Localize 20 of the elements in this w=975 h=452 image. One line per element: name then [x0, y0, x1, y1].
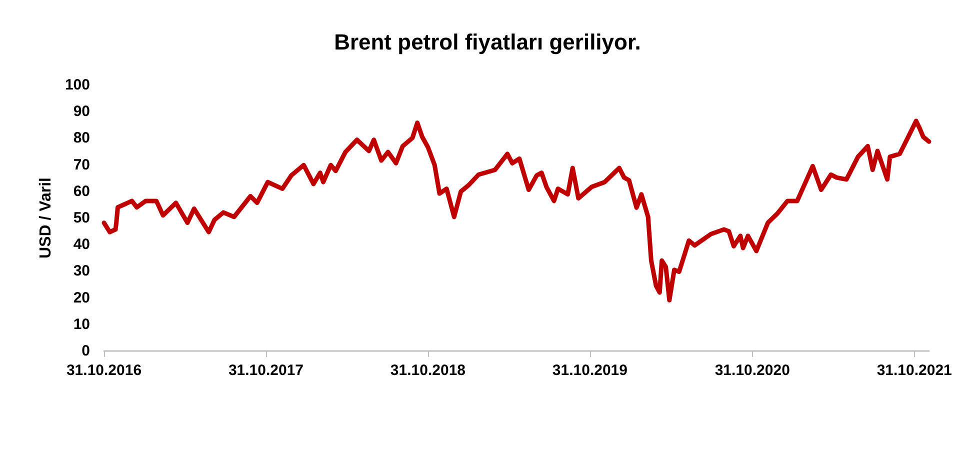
x-tick-label: 31.10.2018 — [390, 362, 466, 379]
x-tick-label: 31.10.2017 — [228, 362, 304, 379]
y-tick-label: 50 — [73, 210, 90, 226]
y-tick-label: 40 — [73, 236, 90, 254]
x-tick-label: 31.10.2016 — [66, 362, 142, 379]
y-tick-label: 20 — [73, 289, 90, 306]
y-tick-label: 60 — [73, 182, 90, 200]
y-tick-label: 30 — [73, 262, 90, 280]
x-tick-label: 31.10.2020 — [714, 362, 790, 379]
y-tick-label: 100 — [64, 76, 90, 94]
y-tick-label: 70 — [73, 156, 90, 174]
y-tick-label: 90 — [73, 103, 90, 120]
x-tick-label: 31.10.2019 — [552, 362, 628, 379]
y-tick-label: 80 — [73, 130, 90, 147]
x-tick-label: 31.10.2021 — [876, 362, 952, 379]
y-tick-label: 0 — [82, 342, 90, 360]
line-series — [102, 118, 932, 302]
y-tick-label: 10 — [73, 316, 90, 333]
y-axis-title: USD / Varil — [38, 178, 54, 258]
chart-title: Brent petrol fiyatları geriliyor. — [334, 30, 641, 54]
